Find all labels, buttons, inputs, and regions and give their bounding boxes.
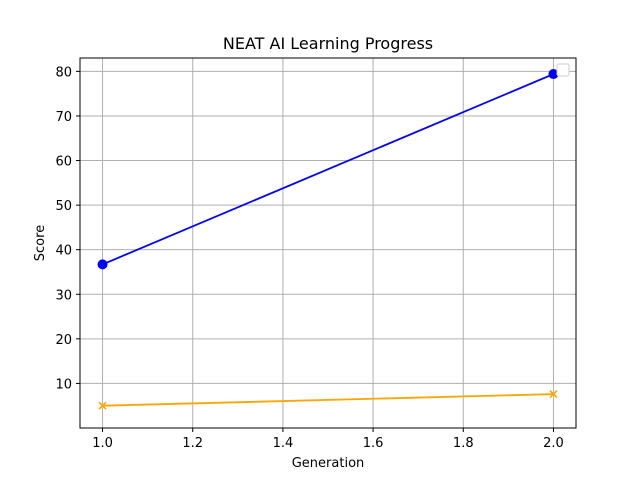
data-point bbox=[98, 401, 107, 410]
series-line bbox=[102, 393, 554, 407]
x-axis-title: Generation bbox=[292, 456, 365, 471]
x-tick-label: 1.2 bbox=[182, 436, 203, 451]
x-tick-label: 1.4 bbox=[273, 436, 294, 451]
x-tick-label: 1.6 bbox=[363, 436, 384, 451]
y-tick-label: 50 bbox=[55, 199, 72, 214]
y-tick-label: 10 bbox=[55, 377, 72, 392]
y-tick-label: 80 bbox=[55, 65, 72, 80]
legend-box bbox=[556, 63, 570, 77]
y-tick-label: 70 bbox=[55, 110, 72, 125]
data-point bbox=[549, 390, 558, 399]
data-point bbox=[97, 259, 108, 270]
series-line bbox=[102, 73, 554, 266]
x-tick-label: 1.0 bbox=[92, 436, 113, 451]
x-tick-label: 1.8 bbox=[453, 436, 474, 451]
x-tick-label: 2.0 bbox=[543, 436, 564, 451]
y-tick-label: 40 bbox=[55, 244, 72, 259]
y-tick-label: 30 bbox=[55, 288, 72, 303]
plot-area-frame bbox=[79, 57, 577, 429]
series-1 bbox=[97, 69, 559, 270]
series-layer bbox=[97, 69, 559, 410]
x-axis-ticks: 1.0 1.2 1.4 1.6 1.8 2.0 bbox=[92, 428, 564, 451]
y-axis-ticks: 10 20 30 40 50 60 70 80 bbox=[55, 65, 80, 392]
y-tick-label: 20 bbox=[55, 333, 72, 348]
y-tick-label: 60 bbox=[55, 155, 72, 170]
grid-lines bbox=[80, 58, 576, 428]
chart-title: NEAT AI Learning Progress bbox=[223, 34, 433, 53]
y-axis-title: Score bbox=[33, 225, 48, 261]
series-2 bbox=[98, 390, 558, 410]
